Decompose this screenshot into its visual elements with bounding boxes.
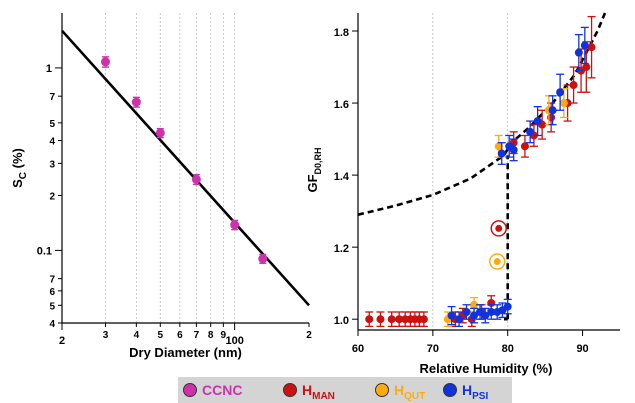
x-tick-label: 2 bbox=[59, 335, 65, 347]
y-tick-label: 7 bbox=[49, 92, 55, 103]
legend-marker-psi bbox=[443, 383, 457, 397]
x-tick-label: 3 bbox=[103, 330, 109, 341]
x-tick-label: 90 bbox=[576, 343, 588, 355]
data-point-psi bbox=[470, 311, 479, 320]
data-point-qut bbox=[559, 99, 568, 108]
y-tick-label: 6 bbox=[49, 287, 55, 298]
y-tick-label: 1.8 bbox=[334, 27, 349, 39]
data-point-ccnc bbox=[230, 220, 240, 230]
y-tick-label: 1.0 bbox=[334, 315, 349, 327]
y-tick-label: 1.6 bbox=[334, 99, 349, 111]
y-tick-label: 5 bbox=[49, 301, 55, 312]
data-point-man bbox=[387, 315, 396, 324]
data-point-ccnc bbox=[100, 57, 110, 67]
y-tick-label: 0.1 bbox=[37, 245, 52, 257]
ringed-point-outline bbox=[490, 220, 507, 237]
legend-marker-ccnc bbox=[183, 383, 197, 397]
data-point-psi bbox=[447, 311, 456, 320]
x-tick-label: 80 bbox=[502, 343, 514, 355]
data-point-psi bbox=[503, 302, 512, 311]
data-point-man bbox=[419, 315, 428, 324]
data-point-psi bbox=[574, 48, 583, 57]
data-point-psi bbox=[533, 117, 542, 126]
x-tick-label: 70 bbox=[427, 343, 439, 355]
y-tick-label: 7 bbox=[49, 275, 55, 286]
ringed-point bbox=[493, 258, 501, 266]
legend-marker-qut bbox=[375, 383, 389, 397]
ringed-point-outline bbox=[488, 253, 506, 270]
data-point-man bbox=[569, 81, 578, 90]
data-point-ccnc bbox=[155, 128, 165, 138]
data-point-man bbox=[582, 63, 591, 72]
legend: CCNC HMAN HQUT HPSI bbox=[178, 377, 512, 403]
data-point-psi bbox=[580, 41, 589, 50]
data-point-psi bbox=[455, 315, 464, 324]
legend-marker-man bbox=[283, 383, 297, 397]
data-point-psi bbox=[497, 149, 506, 158]
legend-label-qut: HQUT bbox=[394, 382, 425, 402]
y-tick-label: 1.2 bbox=[334, 243, 349, 255]
x-tick-label: 60 bbox=[352, 343, 364, 355]
data-point-psi bbox=[556, 88, 565, 97]
data-point-man bbox=[376, 315, 385, 324]
right-panel: 60 70 80 90 1.0 1.2 1.4 1.6 1.8 Relative Humidity… bbox=[305, 12, 620, 376]
x-tick-label: 4 bbox=[134, 330, 140, 341]
y-tick-label: 1 bbox=[46, 63, 52, 75]
x-axis-title: Relative Humidity (%) bbox=[420, 361, 553, 376]
data-point-man bbox=[365, 315, 374, 324]
y-tick-label: 3 bbox=[49, 159, 55, 170]
data-point-psi bbox=[462, 307, 471, 316]
y-tick-label: 4 bbox=[49, 319, 55, 330]
x-tick-label: 8 bbox=[208, 330, 214, 341]
x-axis-title: Dry Diameter (nm) bbox=[129, 345, 242, 360]
y-tick-label: 5 bbox=[49, 119, 55, 130]
data-point-psi bbox=[509, 145, 518, 154]
legend-label-psi: HPSI bbox=[462, 382, 488, 402]
y-axis-title: SC (%) bbox=[10, 148, 29, 188]
fit-line bbox=[61, 29, 310, 307]
data-point-ccnc bbox=[258, 254, 268, 264]
x-tick-label: 7 bbox=[194, 330, 200, 341]
x-tick-label: 5 bbox=[158, 330, 164, 341]
data-point-ccnc bbox=[191, 174, 201, 184]
data-point-psi bbox=[548, 106, 557, 115]
x-tick-label: 100 bbox=[225, 335, 243, 347]
y-tick-label: 1.4 bbox=[334, 171, 350, 183]
data-point-psi bbox=[481, 311, 490, 320]
data-point-man bbox=[520, 142, 529, 151]
legend-label-ccnc: CCNC bbox=[202, 382, 242, 398]
data-point-man bbox=[587, 43, 596, 52]
x-tick-label: 6 bbox=[177, 330, 183, 341]
ringed-point bbox=[495, 224, 503, 232]
y-tick-label: 4 bbox=[49, 137, 55, 148]
data-point-ccnc bbox=[131, 97, 141, 107]
y-tick-label: 2 bbox=[49, 191, 55, 202]
x-tick-label: 2 bbox=[306, 330, 312, 341]
legend-label-man: HMAN bbox=[302, 382, 335, 402]
x-tick-label: 9 bbox=[221, 330, 227, 341]
y-axis-title: GFD0,RH bbox=[305, 147, 323, 192]
data-point-psi bbox=[526, 127, 535, 136]
